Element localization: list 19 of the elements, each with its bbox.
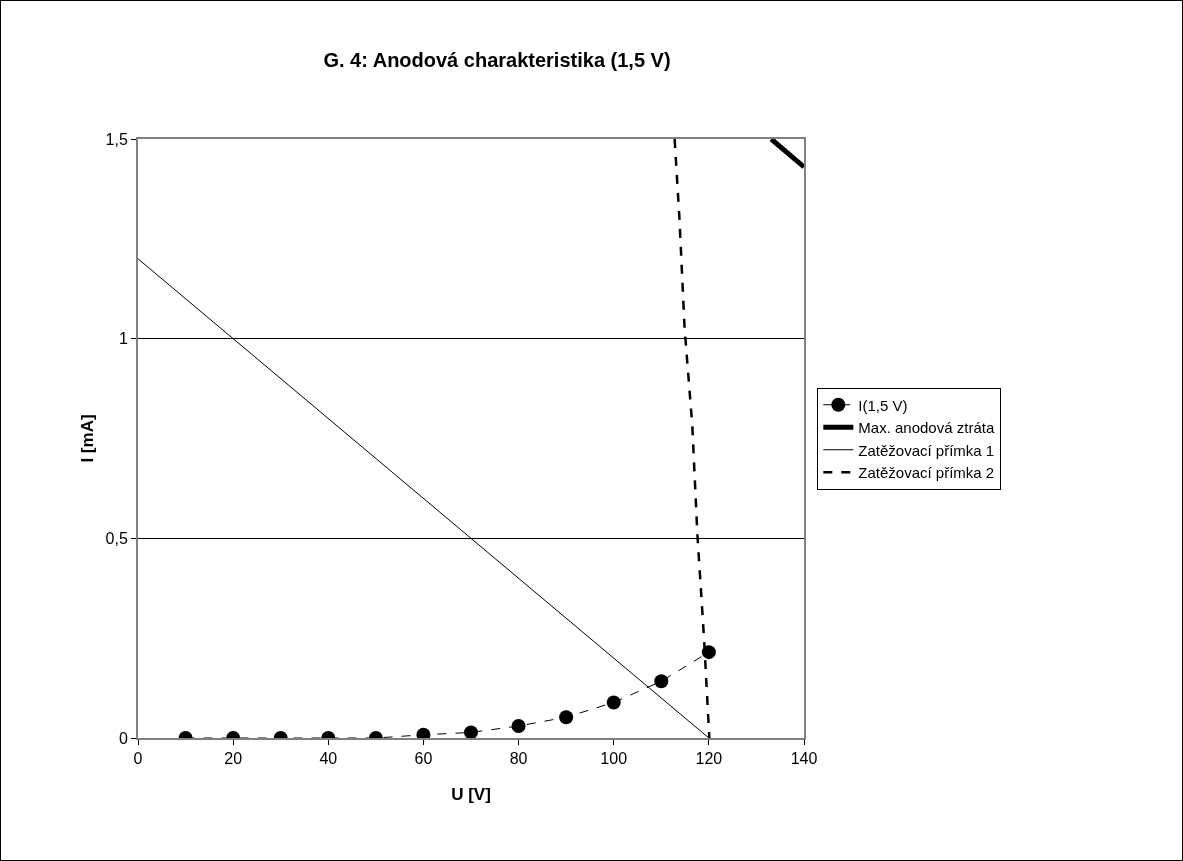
y-tick-label: 1: [118, 330, 128, 348]
chart-title: G. 4: Anodová charakteristika (1,5 V): [323, 48, 671, 71]
x-tick-label: 20: [224, 750, 243, 768]
x-tick-label: 120: [695, 750, 723, 768]
legend-label: Max. anodová ztráta: [858, 419, 995, 437]
legend-label: Zatěžovací přímka 1: [858, 441, 995, 459]
x-tick-label: 40: [319, 750, 338, 768]
x-tick-label: 0: [133, 750, 143, 768]
y-axis-title: I [mA]: [78, 414, 97, 463]
x-tick-label: 140: [790, 750, 818, 768]
x-tick-label: 80: [509, 750, 528, 768]
x-tick-label: 100: [600, 750, 628, 768]
legend-label: I(1,5 V): [858, 396, 908, 414]
x-axis-title: U [V]: [451, 785, 491, 804]
y-tick-label: 1,5: [105, 130, 128, 148]
y-tick-label: 0,5: [105, 529, 128, 547]
y-tick-label: 0: [118, 729, 128, 747]
legend-label: Zatěžovací přímka 2: [858, 464, 995, 482]
x-tick-label: 60: [414, 750, 433, 768]
